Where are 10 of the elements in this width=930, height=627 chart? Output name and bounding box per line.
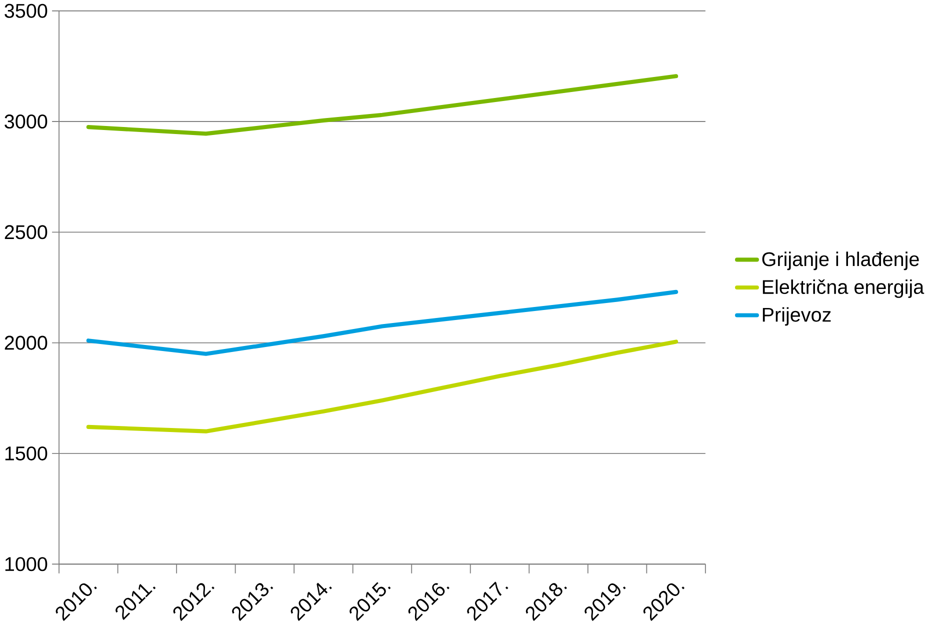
y-tick-label: 1500 <box>5 446 48 460</box>
y-tick-label: 3000 <box>4 114 48 128</box>
legend-label: Električna energija <box>762 279 924 298</box>
y-tick-label: 1000 <box>5 556 48 571</box>
legend-label: Grijanje i hlađenje <box>762 252 919 270</box>
line-series <box>86 339 678 434</box>
legend-label: Prijevoz <box>762 307 831 326</box>
y-tick-label: 3500 <box>4 4 48 18</box>
y-tick-label: 2500 <box>4 224 48 240</box>
y-tick-label: 2000 <box>4 336 48 350</box>
